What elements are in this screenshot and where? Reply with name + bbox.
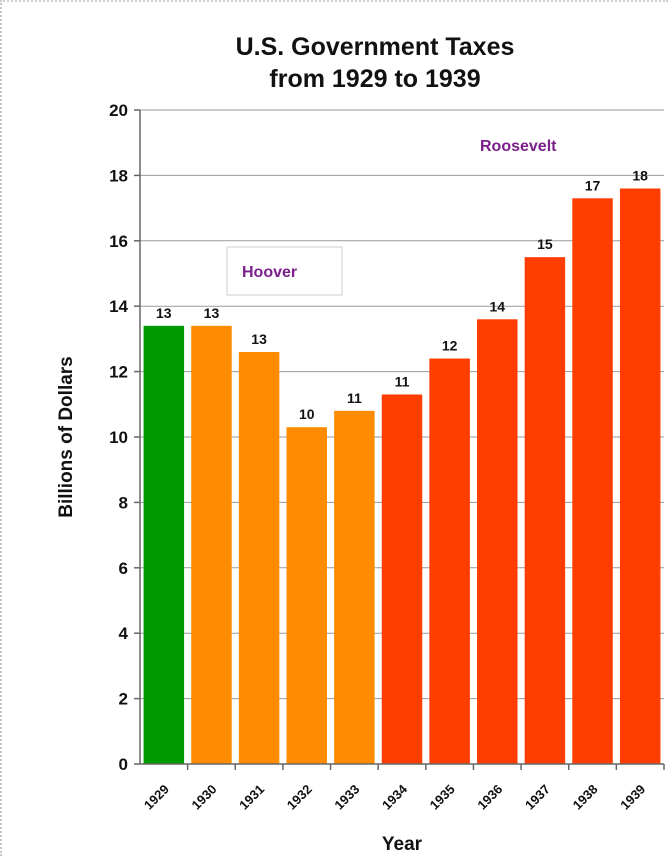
hoover-annotation-box: [226, 246, 343, 296]
y-tick-label: 8: [119, 493, 128, 512]
bar-1930: [191, 325, 232, 764]
data-labels: 13 13 13 10 11 11 12 14 15 17 18: [156, 167, 648, 422]
y-tick-label: 6: [119, 559, 128, 578]
data-label-1934: 11: [395, 373, 410, 389]
bar-1932: [286, 427, 327, 764]
x-axis-ticks: 1929 1930 1931 1932 1933 1934 1935 1936 1937 1938…: [141, 764, 665, 813]
y-tick-label: 20: [109, 101, 128, 120]
data-label-1930: 13: [204, 305, 220, 321]
y-tick-label: 0: [119, 755, 128, 774]
x-tick-label-1936: 1936: [474, 782, 505, 813]
x-tick-label-1937: 1937: [522, 782, 553, 813]
x-tick-label-1934: 1934: [379, 781, 411, 813]
x-tick-label-1931: 1931: [236, 782, 267, 813]
bar-1936: [477, 319, 518, 764]
y-axis-ticks: 0 2 4 6 8 10 12 14 16 18 20: [109, 101, 140, 774]
data-label-1931: 13: [251, 331, 267, 347]
x-tick-label-1933: 1933: [331, 782, 362, 813]
bar-1937: [524, 257, 566, 764]
x-tick-label-1935: 1935: [427, 782, 458, 813]
roosevelt-annotation: Roosevelt: [480, 138, 557, 155]
y-tick-label: 14: [109, 297, 128, 316]
hoover-annotation: Hoover: [242, 264, 297, 281]
y-tick-label: 2: [119, 690, 128, 709]
data-label-1936: 14: [489, 298, 505, 314]
bar-1933: [334, 410, 375, 764]
bar-1938: [572, 198, 613, 765]
data-label-1929: 13: [156, 305, 172, 321]
data-label-1933: 11: [347, 390, 362, 406]
x-tick-label-1930: 1930: [189, 782, 220, 813]
data-label-1938: 17: [585, 177, 601, 193]
y-tick-label: 12: [109, 363, 128, 382]
x-tick-label-1929: 1929: [141, 782, 172, 813]
bar-1934: [381, 394, 423, 764]
x-tick-label-1939: 1939: [617, 782, 648, 813]
bar-1931: [238, 351, 280, 764]
y-tick-label: 16: [109, 232, 128, 251]
x-tick-label-1932: 1932: [284, 782, 315, 813]
y-tick-label: 18: [109, 166, 128, 185]
y-tick-label: 4: [119, 624, 129, 643]
chart-title-line-1: U.S. Government Taxes: [236, 33, 515, 61]
bars: [143, 188, 661, 765]
y-tick-label: 10: [109, 428, 128, 447]
bar-1929: [143, 325, 185, 764]
data-label-1939: 18: [632, 167, 648, 183]
y-axis-title: Billions of Dollars: [56, 356, 77, 518]
bar-1935: [429, 358, 470, 764]
bar-1939: [619, 188, 661, 765]
data-label-1937: 15: [537, 236, 553, 252]
x-axis-title: Year: [382, 834, 423, 855]
data-label-1935: 12: [442, 338, 458, 354]
data-label-1932: 10: [299, 406, 315, 422]
x-tick-label-1938: 1938: [570, 782, 601, 813]
chart-title-line-2: from 1929 to 1939: [269, 65, 480, 93]
